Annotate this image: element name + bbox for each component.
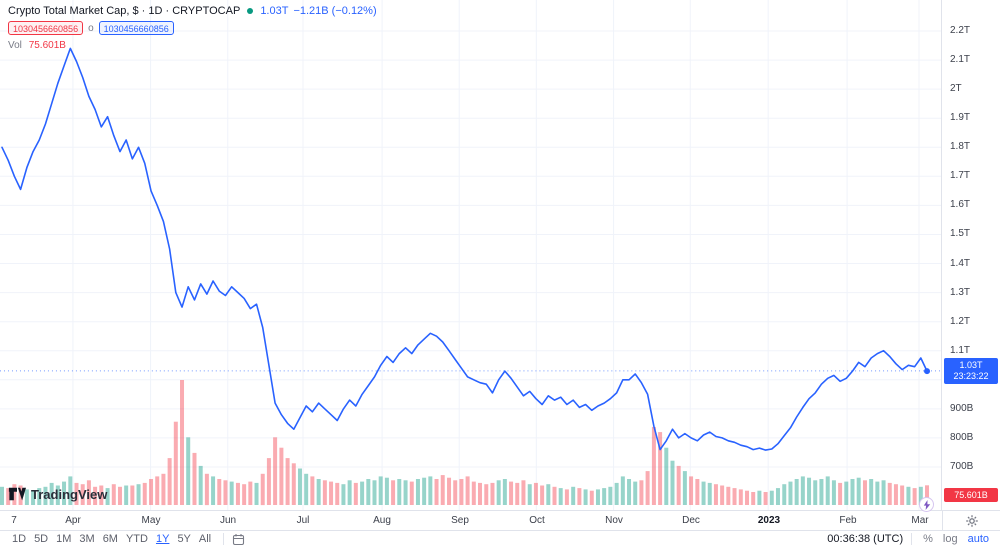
auto-scale-button[interactable]: auto (967, 533, 989, 545)
time-tick: Dec (682, 515, 700, 526)
price-tick: 900B (950, 403, 974, 414)
value-badges: 1030456660856 o 1030456660856 (8, 21, 377, 35)
chart-canvas[interactable]: Crypto Total Market Cap, $ · 1D · CRYPTO… (0, 0, 942, 512)
price-tick: 800B (950, 432, 974, 443)
price-tick: 1.7T (950, 170, 971, 181)
volume-axis-label: 75.601B (944, 488, 998, 502)
range-button-1d[interactable]: 1D (12, 533, 27, 545)
change-value: −1.21B (−0.12%) (293, 5, 377, 17)
current-price-label: 1.03T 23:23:22 (944, 358, 998, 384)
range-button-5y[interactable]: 5Y (177, 533, 191, 545)
date-range-calendar-icon[interactable] (232, 533, 245, 546)
toolbar-divider (911, 533, 913, 545)
price-tick: 1.3T (950, 287, 971, 298)
current-price: 1.03T (959, 360, 983, 370)
value-badge-blue: 1030456660856 (98, 21, 174, 35)
time-axis[interactable]: 7 Apr May Jun Jul Aug Sep Oct Nov Dec 2023 Feb Mar (0, 511, 942, 530)
chart-row: Crypto Total Market Cap, $ · 1D · CRYPTO… (0, 0, 1000, 512)
chart-settings-gear-icon[interactable] (965, 514, 979, 528)
instant-trading-bolt-icon[interactable] (919, 497, 934, 512)
log-scale-button[interactable]: log (942, 533, 958, 545)
range-button-all[interactable]: All (198, 533, 212, 545)
tradingview-logo-text: TradingView (31, 486, 108, 502)
time-tick: Jul (296, 515, 310, 526)
time-tick: Apr (65, 515, 81, 526)
time-tick: May (141, 515, 161, 526)
time-tick: Jun (219, 515, 237, 526)
scale-toolbar: 00:36:38 (UTC) % log auto (827, 533, 992, 545)
price-tick: 1.5T (950, 228, 971, 239)
price-tick: 1.2T (950, 316, 971, 327)
price-axis[interactable]: 1.03T 23:23:22 75.601B 2.2T 2.1T 2T 1.9T 1.8… (942, 0, 1000, 510)
price-tick: 1.8T (950, 141, 971, 152)
time-tick: 2023 (757, 515, 781, 526)
range-button-6m[interactable]: 6M (102, 533, 118, 545)
range-toolbar: 1D 5D 1M 3M 6M YTD 1Y 5Y All (8, 533, 245, 546)
price-tick: 1.1T (950, 345, 971, 356)
symbol-title[interactable]: Crypto Total Market Cap, $ · 1D · CRYPTO… (8, 5, 241, 17)
axis-corner (942, 511, 1000, 530)
price-tick: 1.6T (950, 199, 971, 210)
last-value: 1.03T (260, 5, 289, 17)
volume-label: Vol (8, 40, 22, 51)
time-tick: Aug (373, 515, 391, 526)
bar-countdown: 23:23:22 (953, 371, 989, 381)
time-axis-row: 7 Apr May Jun Jul Aug Sep Oct Nov Dec 2023 Feb Mar (0, 510, 1000, 530)
legend-values: 1.03T −1.21B (−0.12%) (260, 5, 376, 17)
market-status-icon (247, 8, 254, 14)
price-tick: 2.2T (950, 25, 971, 36)
range-button-1m[interactable]: 1M (56, 533, 72, 545)
bottom-toolbar: 1D 5D 1M 3M 6M YTD 1Y 5Y All 00:36:38 (UTC) % lo… (0, 530, 1000, 547)
time-tick: Oct (529, 515, 545, 526)
toolbar-divider (223, 533, 225, 545)
badge-separator: o (88, 22, 94, 34)
tradingview-logo[interactable]: TradingView (8, 486, 107, 502)
legend: Crypto Total Market Cap, $ · 1D · CRYPTO… (8, 5, 377, 51)
time-tick: Nov (605, 515, 623, 526)
price-tick: 2.1T (950, 54, 971, 65)
range-button-ytd[interactable]: YTD (125, 533, 148, 545)
range-buttons: 1D 5D 1M 3M 6M YTD 1Y 5Y All (8, 533, 215, 545)
range-button-3m[interactable]: 3M (79, 533, 95, 545)
volume-legend: Vol 75.601B (8, 40, 377, 51)
price-chart[interactable] (0, 0, 941, 510)
range-button-1y[interactable]: 1Y (155, 533, 170, 545)
clock-timezone-button[interactable]: 00:36:38 (UTC) (827, 533, 904, 545)
price-tick: 700B (950, 461, 974, 472)
range-button-5d[interactable]: 5D (34, 533, 49, 545)
price-tick: 2T (950, 83, 962, 94)
value-badge-red: 1030456660856 (8, 21, 84, 35)
time-tick: Feb (839, 515, 857, 526)
price-tick: 1.4T (950, 258, 971, 269)
volume-value: 75.601B (28, 40, 66, 51)
tradingview-logo-icon (8, 487, 26, 501)
percent-scale-button[interactable]: % (923, 533, 933, 545)
time-tick: Mar (911, 515, 929, 526)
price-tick: 1.9T (950, 112, 971, 123)
time-tick: Sep (451, 515, 469, 526)
time-tick: 7 (11, 515, 17, 526)
